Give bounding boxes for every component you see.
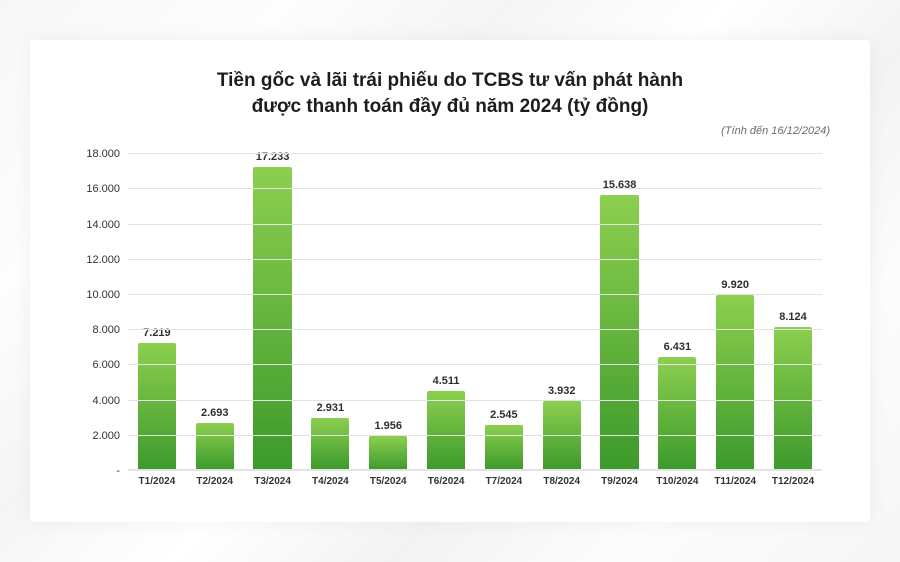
chart-bar: 15.638 [600,195,638,470]
chart-xtick-label: T1/2024 [139,470,176,487]
chart-ytick-label: 8.000 [92,324,128,336]
chart-bar-column: 2.693T2/2024 [186,153,244,470]
chart-card: Tiền gốc và lãi trái phiếu do TCBS tư vấ… [30,40,870,522]
chart-bar-column: 3.932T8/2024 [533,153,591,470]
chart-bar: 6.431 [658,357,696,470]
chart-bar-value-label: 1.956 [374,420,402,436]
chart-ytick-label: 14.000 [86,219,128,231]
chart-ytick-label: - [116,465,128,477]
chart-ytick-label: 12.000 [86,254,128,266]
chart-gridline: 4.000 [128,400,822,401]
chart-xtick-label: T10/2024 [656,470,698,487]
chart-bar-value-label: 15.638 [603,179,637,195]
chart-bar-column: 2.545T7/2024 [475,153,533,470]
chart-xtick-label: T12/2024 [772,470,814,487]
chart-bar-value-label: 4.511 [433,375,460,391]
chart-xtick-label: T6/2024 [428,470,465,487]
chart-bar: 8.124 [774,327,812,470]
chart-title-line-1: Tiền gốc và lãi trái phiếu do TCBS tư vấ… [217,70,683,91]
chart-bar-column: 4.511T6/2024 [417,153,475,470]
chart-gridline: 10.000 [128,294,822,295]
chart-xtick-label: T5/2024 [370,470,407,487]
chart-xtick-label: T7/2024 [486,470,523,487]
chart-ytick-label: 10.000 [86,289,128,301]
chart-plot: 7.219T1/20242.693T2/202417.233T3/20242.9… [128,153,822,470]
chart-bars: 7.219T1/20242.693T2/202417.233T3/20242.9… [128,153,822,470]
chart-bar-column: 1.956T5/2024 [359,153,417,470]
chart-ytick-label: 2.000 [92,430,128,442]
chart-xtick-label: T2/2024 [196,470,233,487]
chart-bar-column: 9.920T11/2024 [706,153,764,470]
chart-xtick-label: T4/2024 [312,470,349,487]
chart-bar: 7.219 [138,343,176,470]
chart-ytick-label: 6.000 [92,359,128,371]
chart-gridline: 6.000 [128,364,822,365]
chart-xtick-label: T8/2024 [543,470,580,487]
chart-bar-column: 2.931T4/2024 [301,153,359,470]
chart-bar-value-label: 2.931 [317,402,345,418]
chart-gridline: 14.000 [128,224,822,225]
chart-bar: 2.693 [196,423,234,470]
chart-bar-value-label: 6.431 [664,341,692,357]
chart-bar-column: 15.638T9/2024 [591,153,649,470]
chart-bar: 1.956 [369,436,407,470]
chart-bar-column: 7.219T1/2024 [128,153,186,470]
chart-title-line-2: được thanh toán đầy đủ năm 2024 (tỷ đồng… [252,96,649,117]
chart-bar: 2.545 [485,425,523,470]
chart-xtick-label: T9/2024 [601,470,638,487]
chart-ytick-label: 16.000 [86,183,128,195]
chart-bar-value-label: 2.693 [201,407,229,423]
chart-bar: 9.920 [716,295,754,470]
chart-bar: 2.931 [311,418,349,470]
chart-subnote: (Tính đến 16/12/2024) [70,125,830,137]
chart-plot-wrap: 7.219T1/20242.693T2/202417.233T3/20242.9… [70,147,830,498]
chart-title: Tiền gốc và lãi trái phiếu do TCBS tư vấ… [70,68,830,119]
chart-bar: 17.233 [253,167,291,470]
chart-ytick-label: 4.000 [92,395,128,407]
chart-gridline: - [128,470,822,471]
chart-bar: 4.511 [427,391,465,470]
chart-xtick-label: T11/2024 [714,470,756,487]
chart-gridline: 12.000 [128,259,822,260]
chart-bar-column: 17.233T3/2024 [244,153,302,470]
chart-bar-column: 8.124T12/2024 [764,153,822,470]
chart-ytick-label: 18.000 [86,148,128,160]
chart-bar-value-label: 8.124 [779,311,807,327]
chart-bar-value-label: 3.932 [548,385,576,401]
chart-xtick-label: T3/2024 [254,470,291,487]
chart-gridline: 18.000 [128,153,822,154]
chart-bar-column: 6.431T10/2024 [648,153,706,470]
chart-gridline: 8.000 [128,329,822,330]
chart-bar-value-label: 2.545 [490,409,518,425]
chart-gridline: 16.000 [128,188,822,189]
chart-gridline: 2.000 [128,435,822,436]
